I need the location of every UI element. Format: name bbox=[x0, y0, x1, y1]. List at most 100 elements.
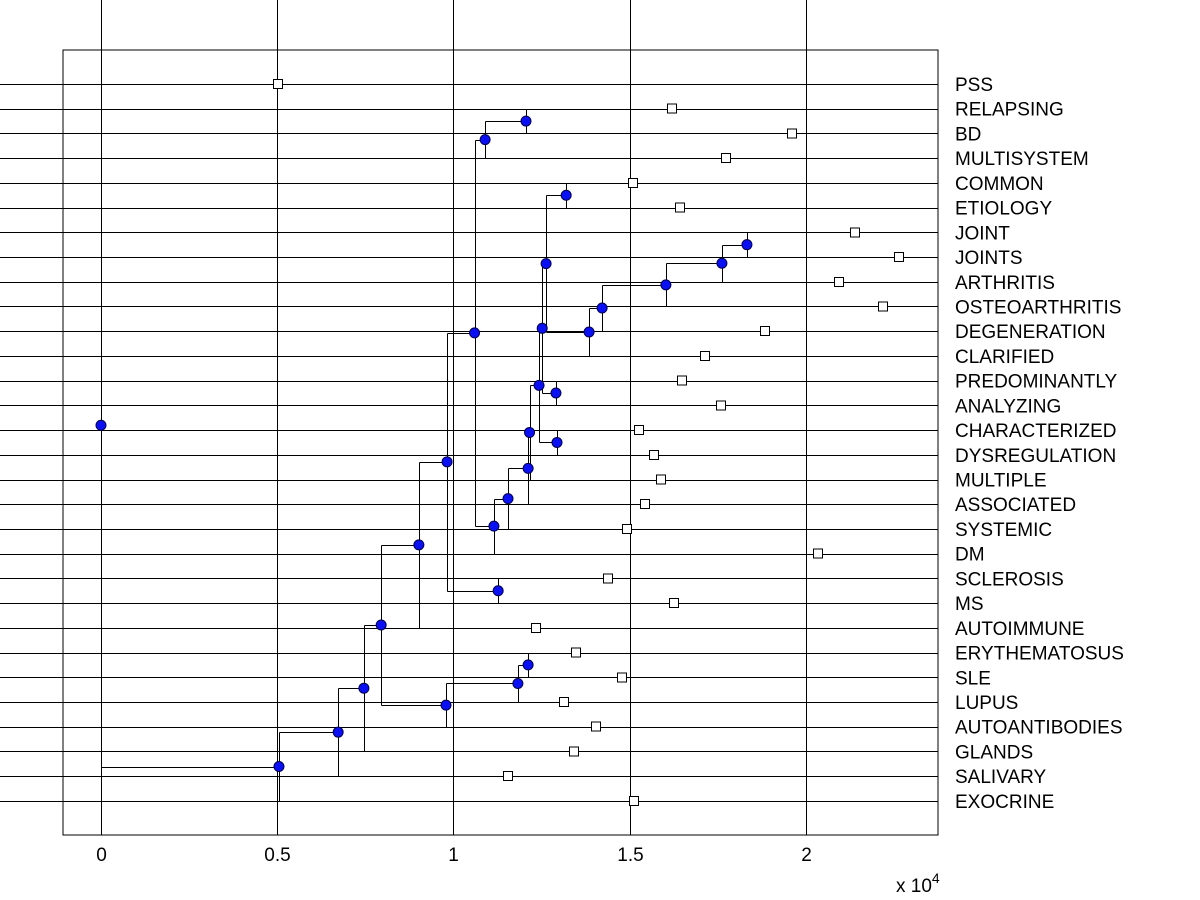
leaf-label: LUPUS bbox=[955, 693, 1018, 714]
leaf-label: SALIVARY bbox=[955, 767, 1047, 788]
internal-node-marker[interactable] bbox=[502, 493, 514, 505]
internal-node-marker[interactable] bbox=[375, 619, 387, 631]
plot-box bbox=[62, 49, 939, 836]
leaf-marker[interactable] bbox=[629, 795, 640, 806]
leaf-label: OSTEOARTHRITIS bbox=[955, 297, 1121, 318]
x-axis-tick-label: 1 bbox=[448, 845, 459, 866]
x-axis-tick-label: 0.5 bbox=[264, 845, 290, 866]
leaf-label: DEGENERATION bbox=[955, 322, 1106, 343]
internal-node-marker[interactable] bbox=[469, 327, 481, 339]
leaf-label: JOINTS bbox=[955, 248, 1023, 269]
internal-node-marker[interactable] bbox=[596, 302, 608, 314]
leaf-marker[interactable] bbox=[655, 474, 666, 485]
leaf-marker[interactable] bbox=[669, 598, 680, 609]
internal-node-marker[interactable] bbox=[358, 682, 370, 694]
internal-node-marker[interactable] bbox=[488, 520, 500, 532]
internal-node-marker[interactable] bbox=[273, 761, 285, 773]
leaf-label: CHARACTERIZED bbox=[955, 421, 1117, 442]
leaf-marker[interactable] bbox=[648, 449, 659, 460]
leaf-label: PREDOMINANTLY bbox=[955, 372, 1118, 393]
leaf-label: DM bbox=[955, 545, 985, 566]
internal-node-marker[interactable] bbox=[583, 326, 595, 338]
leaf-label: MULTIPLE bbox=[955, 471, 1047, 492]
internal-node-marker[interactable] bbox=[716, 257, 728, 269]
internal-node-marker[interactable] bbox=[550, 387, 562, 399]
leaf-marker[interactable] bbox=[603, 573, 614, 584]
internal-node-marker[interactable] bbox=[551, 436, 563, 448]
leaf-marker[interactable] bbox=[530, 622, 541, 633]
internal-node-marker[interactable] bbox=[479, 134, 491, 146]
leaf-label: EXOCRINE bbox=[955, 792, 1054, 813]
leaf-label: AUTOANTIBODIES bbox=[955, 718, 1123, 739]
x-axis-tick-label: 2 bbox=[801, 845, 812, 866]
leaf-label: ERYTHEMATOSUS bbox=[955, 644, 1124, 665]
internal-node-marker[interactable] bbox=[413, 539, 425, 551]
leaf-marker[interactable] bbox=[640, 499, 651, 510]
leaf-marker[interactable] bbox=[700, 350, 711, 361]
labels: 0 0.5 1 1.5 2 x 104 PSS RELAPSING BD MULTISYSTEM C… bbox=[96, 75, 1124, 897]
tree-markers bbox=[95, 79, 904, 806]
leaf-marker[interactable] bbox=[893, 252, 904, 263]
leaf-label: GLANDS bbox=[955, 742, 1033, 763]
leaf-marker[interactable] bbox=[877, 301, 888, 312]
internal-node-marker[interactable] bbox=[533, 379, 545, 391]
internal-node-marker[interactable] bbox=[524, 426, 536, 438]
internal-node-marker[interactable] bbox=[441, 456, 453, 468]
leaf-label: ANALYZING bbox=[955, 396, 1061, 417]
leaf-marker[interactable] bbox=[503, 771, 514, 782]
leaf-marker[interactable] bbox=[628, 177, 639, 188]
leaf-marker[interactable] bbox=[677, 375, 688, 386]
leaf-marker[interactable] bbox=[674, 202, 685, 213]
leaf-marker[interactable] bbox=[813, 548, 824, 559]
leaf-marker[interactable] bbox=[720, 153, 731, 164]
axis-exponent-label: x 104 bbox=[896, 870, 940, 897]
x-axis-tick-label: 0 bbox=[96, 845, 107, 866]
internal-node-marker[interactable] bbox=[512, 677, 524, 689]
leaf-marker[interactable] bbox=[759, 326, 770, 337]
leaf-marker[interactable] bbox=[833, 276, 844, 287]
leaf-label: MS bbox=[955, 594, 984, 615]
leaf-marker[interactable] bbox=[559, 697, 570, 707]
internal-node-marker[interactable] bbox=[440, 699, 452, 711]
leaf-label: ASSOCIATED bbox=[955, 495, 1076, 516]
leaf-label: ETIOLOGY bbox=[955, 199, 1052, 220]
leaf-label: AUTOIMMUNE bbox=[955, 619, 1084, 640]
internal-node-marker[interactable] bbox=[536, 322, 548, 334]
leaf-marker[interactable] bbox=[715, 400, 726, 411]
leaf-marker[interactable] bbox=[634, 425, 645, 436]
leaf-label: RELAPSING bbox=[955, 100, 1064, 121]
internal-node-marker[interactable] bbox=[660, 279, 672, 291]
x-axis-tick-label: 1.5 bbox=[617, 845, 643, 866]
leaf-label: SYSTEMIC bbox=[955, 520, 1052, 541]
leaf-marker[interactable] bbox=[622, 523, 633, 534]
internal-node-marker[interactable] bbox=[520, 115, 532, 127]
internal-node-marker[interactable] bbox=[741, 239, 753, 251]
leaf-marker[interactable] bbox=[850, 227, 861, 238]
leaf-label: PSS bbox=[955, 75, 993, 96]
leaf-marker[interactable] bbox=[272, 79, 283, 89]
internal-node-marker[interactable] bbox=[540, 258, 552, 270]
leaf-label: CLARIFIED bbox=[955, 347, 1054, 368]
internal-node-marker[interactable] bbox=[522, 462, 534, 474]
leaf-label: SLE bbox=[955, 668, 991, 689]
leaf-label: JOINT bbox=[955, 223, 1010, 244]
internal-node-marker[interactable] bbox=[332, 726, 344, 738]
leaf-label: COMMON bbox=[955, 174, 1044, 195]
leaf-label: DYSREGULATION bbox=[955, 446, 1116, 467]
leaf-marker[interactable] bbox=[787, 128, 798, 139]
leaf-label: SCLEROSIS bbox=[955, 569, 1064, 590]
leaf-marker[interactable] bbox=[571, 647, 582, 658]
leaf-marker[interactable] bbox=[568, 746, 579, 757]
leaf-marker[interactable] bbox=[666, 103, 677, 114]
internal-node-marker[interactable] bbox=[522, 659, 534, 671]
leaf-label: BD bbox=[955, 124, 981, 145]
leaf-label: ARTHRITIS bbox=[955, 273, 1055, 294]
leaf-label: MULTISYSTEM bbox=[955, 149, 1089, 170]
leaf-marker[interactable] bbox=[617, 672, 628, 683]
leaf-marker[interactable] bbox=[591, 721, 602, 732]
internal-node-marker[interactable] bbox=[560, 189, 572, 201]
internal-node-marker[interactable] bbox=[492, 585, 504, 597]
internal-node-marker[interactable] bbox=[95, 419, 107, 431]
